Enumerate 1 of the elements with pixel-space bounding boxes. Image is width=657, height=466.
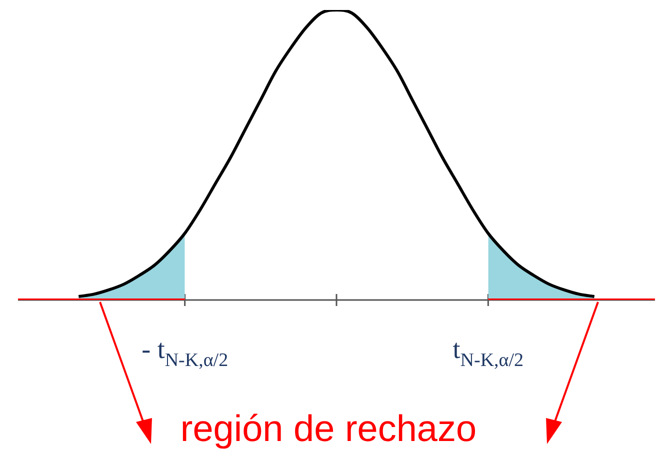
text: región de rechazo	[179, 408, 478, 450]
